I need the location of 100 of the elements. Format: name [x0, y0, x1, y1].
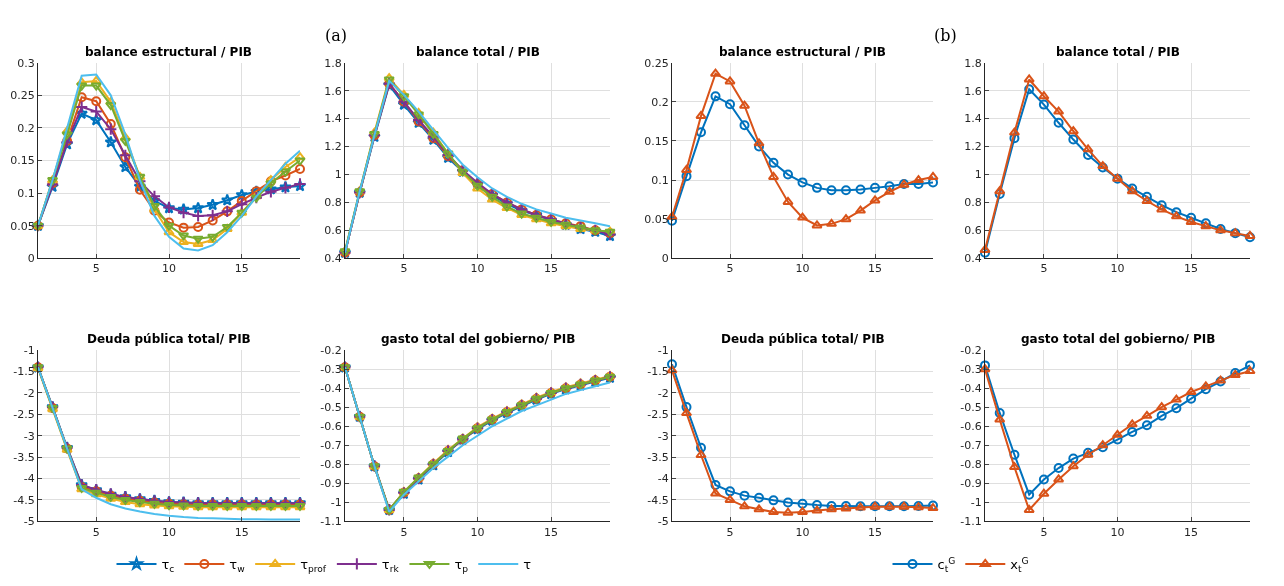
y-tick-label: -0.2 [320, 344, 342, 358]
y-tick-label: 0.15 [644, 134, 669, 148]
y-tick-label: 0.25 [644, 56, 669, 70]
x-tick-label: 5 [1040, 525, 1048, 539]
x-tick-label: 15 [544, 525, 559, 539]
text: (a) [325, 26, 348, 45]
y-tick-label: -0.9 [320, 477, 342, 491]
y-tick-label: 0.1 [17, 186, 35, 200]
x-tick-label: 10 [795, 525, 810, 539]
y-tick-label: -0.3 [320, 363, 342, 377]
y-tick-label: -4 [23, 472, 35, 486]
chart-title: gasto total del gobierno/ PIB [1021, 332, 1216, 346]
y-tick-label: -0.5 [320, 401, 342, 415]
y-tick-label: -3.5 [647, 450, 669, 464]
y-tick-label: -1.1 [320, 515, 342, 529]
y-tick-label: 0.25 [10, 89, 35, 103]
text: (b) [934, 26, 957, 45]
chart-title: balance estructural / PIB [719, 45, 887, 59]
y-tick-label: -1.5 [647, 365, 669, 379]
y-tick-label: -0.4 [320, 382, 342, 396]
x-tick-label: 10 [162, 525, 176, 539]
y-tick-label: 0.2 [17, 121, 35, 135]
y-tick-label: 0.15 [10, 154, 35, 168]
y-tick-label: 0.8 [964, 196, 982, 210]
x-tick-label: 15 [1184, 262, 1199, 276]
y-tick-label: 0.6 [964, 224, 982, 238]
y-tick-label: -4 [657, 472, 669, 486]
y-tick-label: 1 [334, 168, 342, 182]
y-tick-label: 1.8 [964, 56, 982, 70]
y-tick-label: -1.1 [960, 515, 982, 529]
x-tick-label: 5 [400, 262, 408, 276]
y-tick-label: -0.8 [960, 458, 982, 472]
y-tick-label: -0.3 [960, 363, 982, 377]
x-tick-label: 15 [1184, 525, 1199, 539]
y-tick-label: -0.4 [960, 382, 982, 396]
y-tick-label: 0.8 [324, 196, 342, 210]
y-tick-label: -2 [23, 386, 35, 400]
x-tick-label: 15 [544, 262, 559, 276]
legend-label: τ$_{prof}$ [300, 557, 327, 574]
chart-title: balance total / PIB [416, 45, 540, 59]
y-tick-label: 1.4 [324, 112, 342, 126]
y-tick-label: -2.5 [647, 408, 669, 422]
y-tick-label: -0.7 [960, 439, 982, 453]
legend-label: τ$_{p}$ [454, 557, 469, 574]
y-tick-label: 1.6 [324, 84, 342, 98]
chart-title: balance estructural / PIB [85, 45, 253, 59]
x-tick-label: 5 [92, 262, 100, 276]
y-tick-label: -0.2 [960, 344, 982, 358]
x-tick-label: 5 [726, 262, 734, 276]
y-tick-label: -0.8 [320, 458, 342, 472]
y-tick-label: -3 [657, 429, 669, 443]
x-tick-label: 10 [470, 262, 485, 276]
x-tick-label: 5 [400, 525, 408, 539]
chart-title: balance total / PIB [1056, 45, 1180, 59]
x-tick-label: 10 [1110, 525, 1125, 539]
x-tick-label: 5 [726, 525, 734, 539]
x-tick-label: 10 [795, 262, 810, 276]
x-tick-label: 15 [868, 262, 882, 276]
y-tick-label: -2 [657, 386, 669, 400]
y-tick-label: -3.5 [13, 450, 35, 464]
y-tick-label: 1.2 [964, 140, 982, 154]
y-tick-label: 0.2 [651, 95, 669, 109]
x-tick-label: 15 [234, 525, 249, 539]
y-tick-label: 0.4 [324, 252, 342, 266]
x-tick-label: 10 [470, 525, 485, 539]
y-tick-label: 0.6 [324, 224, 342, 238]
y-tick-label: -5 [657, 515, 669, 529]
chart-title: gasto total del gobierno/ PIB [381, 332, 576, 346]
y-tick-label: -0.5 [960, 401, 982, 415]
y-tick-label: 1.6 [964, 84, 982, 98]
y-tick-label: -0.6 [960, 420, 982, 434]
x-tick-label: 5 [92, 525, 100, 539]
y-tick-label: -0.7 [320, 439, 342, 453]
y-tick-label: 0.4 [964, 252, 982, 266]
y-tick-label: 1.8 [324, 56, 342, 70]
y-tick-label: -1 [657, 344, 669, 358]
chart-title: Deuda pública total/ PIB [721, 332, 885, 346]
y-tick-label: 1 [974, 168, 982, 182]
y-tick-label: -4.5 [13, 493, 35, 507]
legend-label: τ$_{c}$ [161, 557, 175, 574]
y-tick-label: 0.1 [651, 173, 669, 187]
y-tick-label: 0.3 [17, 56, 35, 70]
x-tick-label: 15 [868, 525, 882, 539]
y-tick-label: -1 [23, 344, 35, 358]
x-tick-label: 5 [1040, 262, 1048, 276]
y-tick-label: -3 [23, 429, 35, 443]
y-tick-label: -1.5 [13, 365, 35, 379]
x-tick-label: 10 [162, 262, 176, 276]
y-tick-label: -5 [23, 515, 35, 529]
y-tick-label: -0.9 [960, 477, 982, 491]
y-tick-label: -4.5 [647, 493, 669, 507]
chart-title: Deuda pública total/ PIB [87, 332, 251, 346]
x-tick-label: 15 [234, 262, 249, 276]
y-tick-label: 1.4 [964, 112, 982, 126]
y-tick-label: -0.6 [320, 420, 342, 434]
y-tick-label: -1 [330, 496, 342, 510]
legend-label: τ$_{w}$ [229, 557, 246, 574]
y-tick-label: 1.2 [324, 140, 342, 154]
y-tick-label: -1 [970, 496, 982, 510]
legend-label: τ$_{rk}$ [381, 557, 400, 574]
